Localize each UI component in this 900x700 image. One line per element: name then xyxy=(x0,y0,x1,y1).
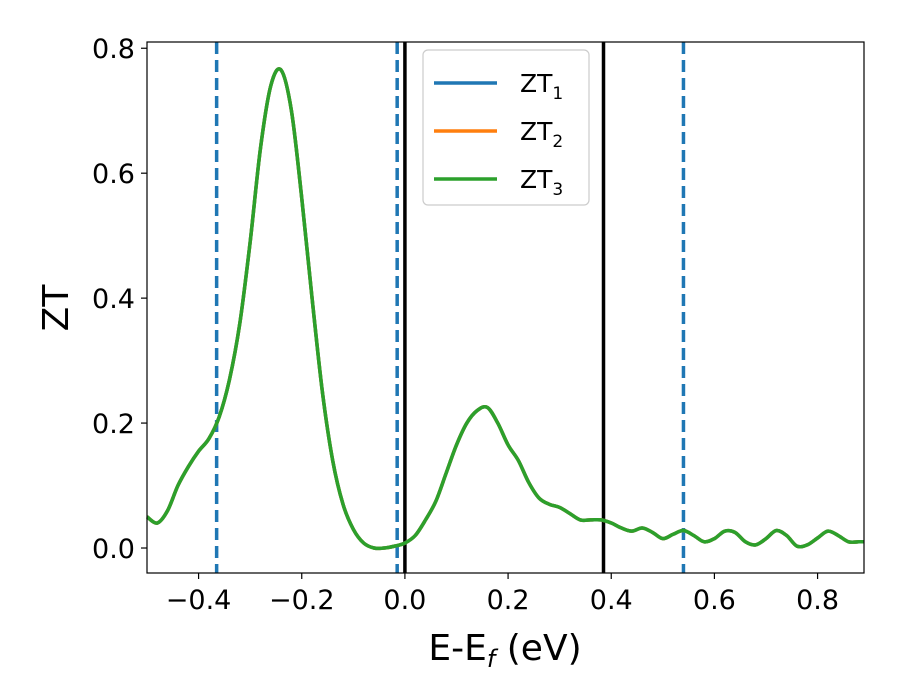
legend-label-zt1: ZT1 xyxy=(520,69,563,104)
legend-label-zt2: ZT2 xyxy=(520,117,563,152)
x-tick-label: −0.2 xyxy=(269,585,335,616)
x-tick-label: 0.2 xyxy=(487,585,530,616)
y-tick-label: 0.6 xyxy=(92,159,135,190)
y-tick-label: 0.8 xyxy=(92,34,135,65)
series-line-zt3 xyxy=(145,67,864,551)
x-tick-label: 0.4 xyxy=(590,585,633,616)
x-tick-label: 0.0 xyxy=(383,585,426,616)
legend: ZT1 ZT2 ZT3 xyxy=(422,49,590,206)
y-axis-ticks: 0.0 0.2 0.4 0.6 0.8 xyxy=(92,34,147,565)
x-tick-label: 0.8 xyxy=(796,585,839,616)
vertical-markers xyxy=(214,42,686,573)
x-axis-ticks: −0.4 −0.2 0.0 0.2 0.4 0.6 0.8 xyxy=(166,573,839,616)
plot-area-frame xyxy=(146,41,865,574)
legend-box xyxy=(422,49,590,206)
x-axis-label: E-Ef (eV) xyxy=(428,628,581,673)
y-tick-label: 0.4 xyxy=(92,284,135,315)
y-tick-label: 0.2 xyxy=(92,409,135,440)
x-tick-label: −0.4 xyxy=(166,585,232,616)
y-axis-label: ZT xyxy=(36,284,77,332)
y-tick-label: 0.0 xyxy=(92,534,135,565)
legend-label-zt3: ZT3 xyxy=(520,165,563,200)
series-lines xyxy=(145,67,864,551)
x-tick-label: 0.6 xyxy=(693,585,736,616)
